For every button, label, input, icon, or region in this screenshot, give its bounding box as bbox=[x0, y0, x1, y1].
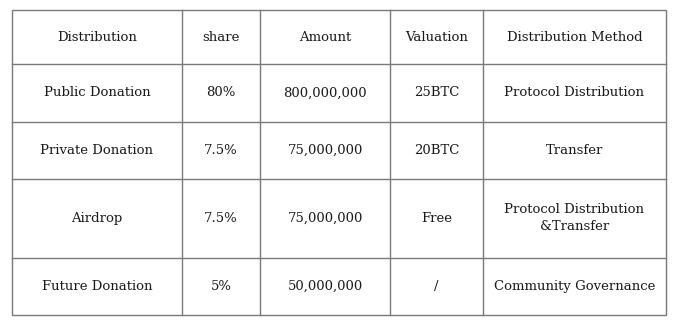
Text: Distribution Method: Distribution Method bbox=[506, 31, 642, 44]
Text: Protocol Distribution: Protocol Distribution bbox=[504, 86, 645, 99]
Text: 75,000,000: 75,000,000 bbox=[287, 144, 363, 157]
Text: Protocol Distribution
&Transfer: Protocol Distribution &Transfer bbox=[504, 203, 645, 233]
Text: 7.5%: 7.5% bbox=[204, 212, 238, 225]
Text: /: / bbox=[435, 280, 439, 293]
Text: Valuation: Valuation bbox=[405, 31, 468, 44]
Text: 80%: 80% bbox=[206, 86, 235, 99]
Text: 50,000,000: 50,000,000 bbox=[287, 280, 363, 293]
Text: 800,000,000: 800,000,000 bbox=[283, 86, 367, 99]
Text: 75,000,000: 75,000,000 bbox=[287, 212, 363, 225]
Text: Private Donation: Private Donation bbox=[41, 144, 153, 157]
Text: Amount: Amount bbox=[299, 31, 351, 44]
Text: Community Governance: Community Governance bbox=[494, 280, 655, 293]
Text: Airdrop: Airdrop bbox=[71, 212, 123, 225]
Text: 5%: 5% bbox=[210, 280, 231, 293]
Text: Future Donation: Future Donation bbox=[41, 280, 152, 293]
Text: Transfer: Transfer bbox=[546, 144, 603, 157]
Text: Free: Free bbox=[421, 212, 452, 225]
Text: 20BTC: 20BTC bbox=[414, 144, 459, 157]
Text: share: share bbox=[202, 31, 239, 44]
Text: Public Donation: Public Donation bbox=[43, 86, 150, 99]
Text: 25BTC: 25BTC bbox=[414, 86, 459, 99]
Text: 7.5%: 7.5% bbox=[204, 144, 238, 157]
Text: Distribution: Distribution bbox=[57, 31, 137, 44]
